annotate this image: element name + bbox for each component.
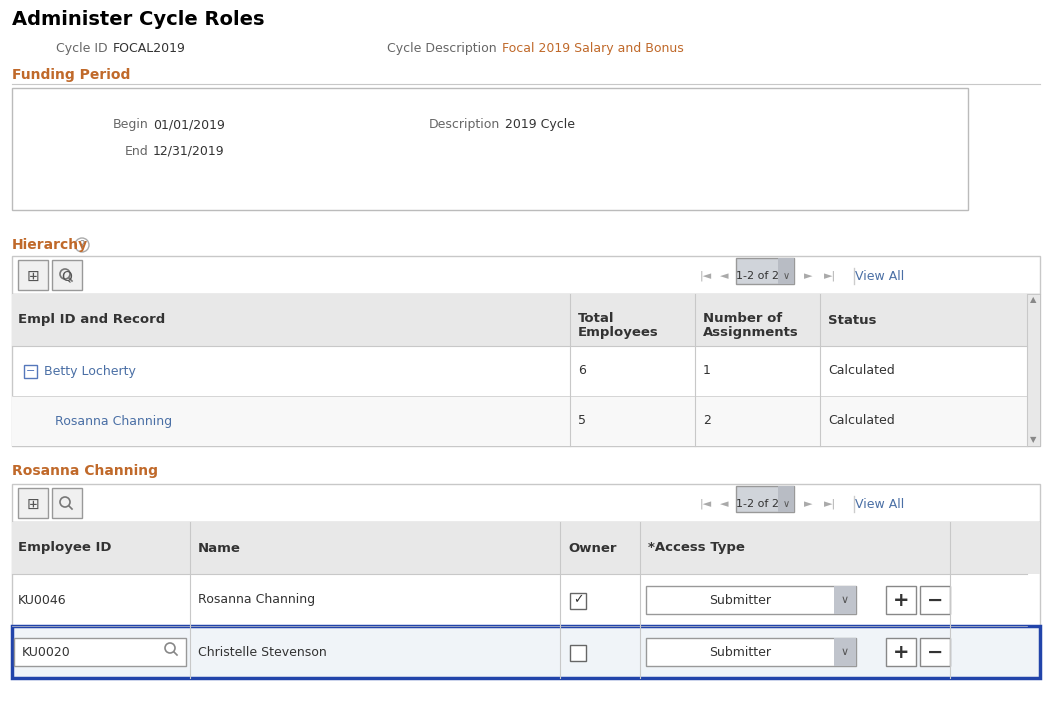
Text: Administer Cycle Roles: Administer Cycle Roles — [12, 10, 264, 29]
Bar — [12, 88, 968, 210]
Text: Christelle Stevenson: Christelle Stevenson — [198, 645, 327, 658]
Text: Calculated: Calculated — [828, 365, 895, 378]
Bar — [886, 586, 916, 614]
Text: +: + — [893, 642, 909, 661]
Text: Cycle Description: Cycle Description — [387, 42, 497, 55]
Text: ∨: ∨ — [783, 271, 790, 281]
Text: ►: ► — [804, 499, 812, 509]
Text: *Access Type: *Access Type — [648, 541, 745, 554]
Bar — [834, 638, 856, 666]
Text: ⊞: ⊞ — [26, 497, 39, 511]
Bar — [646, 638, 856, 666]
Text: Cycle ID: Cycle ID — [57, 42, 108, 55]
Text: FOCAL2019: FOCAL2019 — [113, 42, 186, 55]
Bar — [778, 258, 794, 284]
Text: 6: 6 — [578, 365, 586, 378]
Text: KU0046: KU0046 — [18, 593, 66, 606]
Bar — [834, 586, 856, 614]
Text: −: − — [927, 642, 944, 661]
Text: Description: Description — [429, 118, 500, 131]
Bar — [920, 586, 950, 614]
Text: View All: View All — [855, 270, 905, 283]
Text: Begin: Begin — [113, 118, 148, 131]
Text: ✓: ✓ — [572, 593, 583, 606]
Text: Rosanna Channing: Rosanna Channing — [198, 593, 316, 606]
Text: ?: ? — [80, 240, 84, 250]
Bar — [12, 626, 1040, 678]
Text: ∨: ∨ — [841, 647, 849, 657]
Text: Focal 2019 Salary and Bonus: Focal 2019 Salary and Bonus — [502, 42, 684, 55]
Text: Rosanna Channing: Rosanna Channing — [12, 464, 158, 478]
Text: Total: Total — [578, 312, 614, 325]
Text: 2: 2 — [703, 415, 711, 428]
Text: Name: Name — [198, 541, 241, 554]
Text: Q: Q — [62, 269, 73, 283]
Bar — [12, 626, 1040, 678]
Text: +: + — [893, 590, 909, 609]
Text: Status: Status — [828, 314, 876, 327]
Bar — [24, 365, 37, 378]
Text: 12/31/2019: 12/31/2019 — [153, 145, 225, 158]
Bar — [1027, 294, 1040, 446]
Text: −: − — [927, 590, 944, 609]
Text: ⊞: ⊞ — [26, 268, 39, 283]
Text: 1-2 of 2: 1-2 of 2 — [735, 271, 778, 281]
Text: ▼: ▼ — [1030, 435, 1037, 445]
Bar — [12, 294, 1040, 446]
Text: ►|: ►| — [824, 499, 836, 509]
Text: ▲: ▲ — [1030, 296, 1037, 304]
Text: ◄: ◄ — [720, 499, 728, 509]
Bar — [736, 486, 794, 512]
Bar — [12, 256, 1040, 294]
Text: Submitter: Submitter — [709, 645, 771, 658]
Bar — [18, 260, 48, 290]
Bar — [12, 522, 1040, 574]
Text: Employee ID: Employee ID — [18, 541, 112, 554]
Text: ►: ► — [804, 271, 812, 281]
Bar — [570, 645, 586, 661]
Text: End: End — [124, 145, 148, 158]
Text: 1: 1 — [703, 365, 711, 378]
Bar — [646, 586, 856, 614]
Bar — [52, 260, 82, 290]
Text: Calculated: Calculated — [828, 415, 895, 428]
Text: View All: View All — [855, 497, 905, 510]
Text: Number of: Number of — [703, 312, 783, 325]
Text: 1-2 of 2: 1-2 of 2 — [735, 499, 778, 509]
Text: Betty Locherty: Betty Locherty — [44, 365, 136, 378]
Text: Rosanna Channing: Rosanna Channing — [55, 415, 173, 428]
Text: Empl ID and Record: Empl ID and Record — [18, 314, 165, 327]
Bar — [52, 488, 82, 518]
Text: |◄: |◄ — [700, 271, 712, 281]
Bar — [12, 522, 1040, 678]
Bar — [14, 638, 186, 666]
Bar — [778, 486, 794, 512]
Text: KU0020: KU0020 — [22, 645, 70, 658]
Text: 01/01/2019: 01/01/2019 — [153, 118, 225, 131]
Text: Hierarchy: Hierarchy — [12, 238, 88, 252]
Bar — [12, 294, 1040, 346]
Text: −: − — [26, 366, 35, 376]
Text: Funding Period: Funding Period — [12, 68, 130, 82]
Text: ∨: ∨ — [841, 595, 849, 605]
Text: 5: 5 — [578, 415, 586, 428]
Bar — [736, 258, 794, 284]
Bar — [12, 484, 1040, 522]
Bar — [18, 488, 48, 518]
Text: Submitter: Submitter — [709, 593, 771, 606]
Bar — [920, 638, 950, 666]
Text: 2019 Cycle: 2019 Cycle — [505, 118, 575, 131]
Bar — [886, 638, 916, 666]
Text: ◄: ◄ — [720, 271, 728, 281]
Text: Assignments: Assignments — [703, 326, 798, 339]
Text: Owner: Owner — [568, 541, 616, 554]
Text: ∨: ∨ — [783, 499, 790, 509]
Bar — [12, 396, 1027, 446]
Text: |◄: |◄ — [700, 499, 712, 509]
Bar — [570, 593, 586, 609]
Text: Employees: Employees — [578, 326, 659, 339]
Text: ►|: ►| — [824, 271, 836, 281]
